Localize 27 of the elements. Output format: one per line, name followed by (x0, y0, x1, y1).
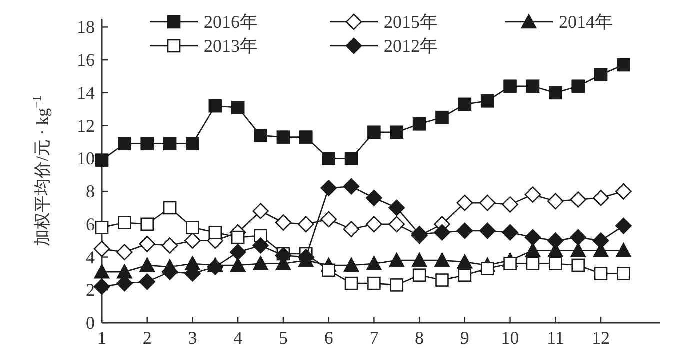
x-tick-label: 7 (370, 328, 379, 348)
x-tick-label: 4 (234, 328, 243, 348)
y-tick-label: 14 (77, 82, 95, 103)
legend-label: 2012年 (384, 36, 438, 56)
x-tick-label: 2 (142, 328, 152, 348)
x-tick-label: 10 (501, 328, 520, 348)
y-tick-label: 12 (77, 116, 95, 136)
legend-label: 2014年 (559, 12, 613, 32)
y-tick-label: 2 (86, 280, 95, 300)
y-tick-label: 18 (77, 17, 95, 38)
y-tick-label: 0 (86, 313, 95, 333)
legend-label: 2015年 (384, 12, 438, 32)
legend-label: 2013年 (204, 36, 258, 56)
x-tick-label: 11 (546, 328, 564, 348)
y-tick-label: 10 (77, 148, 95, 169)
x-tick-label: 12 (592, 328, 610, 348)
y-tick-label: 16 (77, 50, 95, 70)
x-tick-label: 5 (278, 328, 288, 348)
x-tick-label: 9 (460, 328, 470, 348)
legend-label: 2016年 (204, 12, 258, 32)
y-tick-label: 4 (86, 247, 95, 268)
x-tick-label: 1 (98, 328, 106, 348)
x-tick-label: 3 (188, 328, 198, 348)
x-tick-label: 6 (324, 328, 334, 348)
x-tick-label: 8 (415, 328, 424, 348)
y-tick-label: 6 (86, 214, 95, 234)
y-tick-label: 8 (86, 182, 95, 202)
